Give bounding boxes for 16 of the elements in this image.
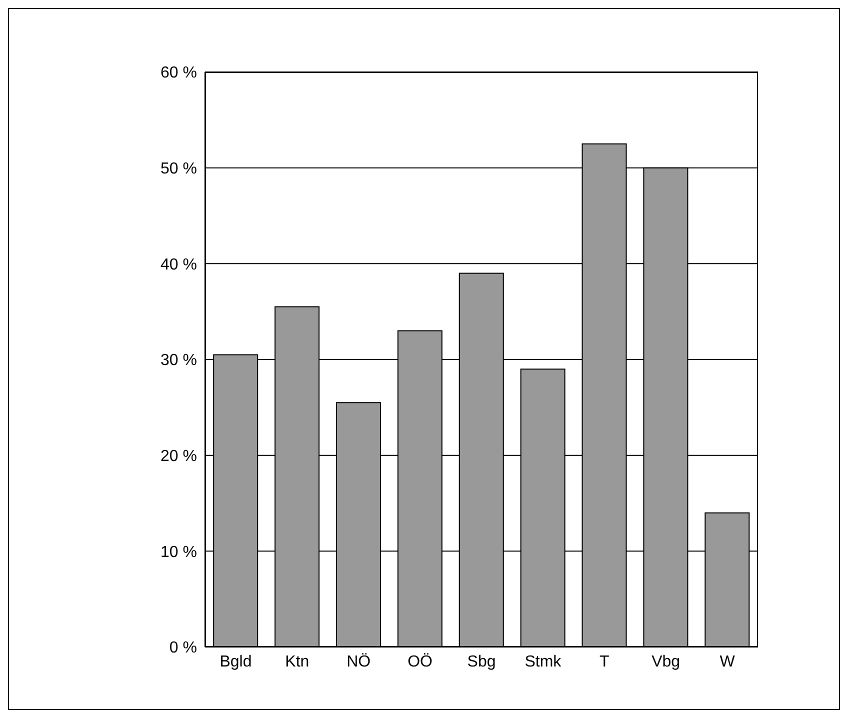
y-tick-label: 20 % (160, 448, 197, 466)
x-tick-label: NÖ (346, 652, 371, 670)
y-tick-label: 10 % (160, 544, 197, 561)
x-tick-label: W (720, 653, 736, 670)
y-tick-label: 30 % (160, 352, 197, 370)
x-tick-label: Vbg (652, 653, 680, 670)
x-tick-label: Bgld (220, 653, 252, 670)
x-tick-label: OÖ (408, 652, 432, 670)
x-tick-label: Stmk (524, 653, 562, 670)
y-tick-label: 40 % (160, 256, 197, 274)
y-tick-label: 50 % (160, 160, 197, 178)
x-tick-label: Sbg (467, 653, 496, 670)
y-tick-label: 0 % (169, 640, 197, 657)
x-tick-label: T (600, 653, 610, 670)
x-tick-label: Ktn (285, 653, 310, 670)
y-tick-label: 60 % (160, 64, 197, 82)
